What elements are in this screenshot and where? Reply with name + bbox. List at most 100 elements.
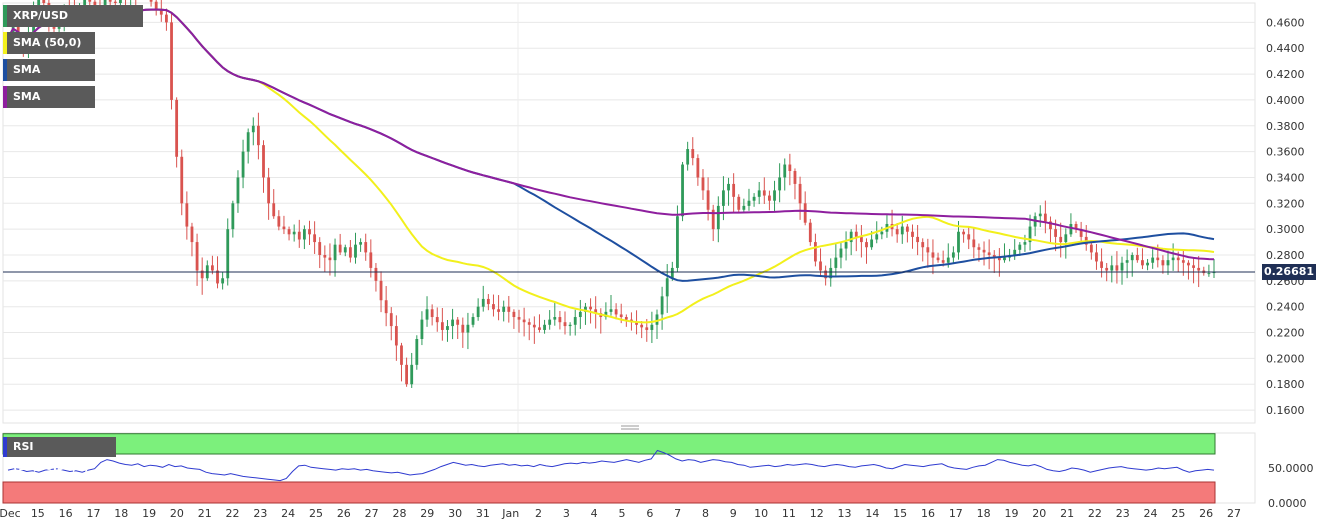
candle-body xyxy=(716,205,720,230)
candle-body xyxy=(165,14,168,23)
candle-body xyxy=(1120,262,1124,271)
date-axis: Dec 15 16 17 18 19 20 21 22 23 24 25 26 27 28 29 30 31 Jan… xyxy=(0,507,1241,520)
candle-body xyxy=(292,231,296,235)
candle-body xyxy=(1100,261,1103,268)
candle-body xyxy=(742,205,746,210)
x-tick-label: 10 xyxy=(754,507,768,520)
candle-body xyxy=(1176,257,1180,261)
candle-body xyxy=(1141,260,1144,266)
candle-body xyxy=(517,317,521,320)
candle-body xyxy=(425,309,429,320)
candle-body xyxy=(895,229,899,235)
y-tick-label: 0.3000 xyxy=(1266,223,1305,236)
candle-body xyxy=(538,327,541,330)
candle-body xyxy=(788,164,792,171)
candle-body xyxy=(584,306,587,312)
x-tick-label: 4 xyxy=(591,507,598,520)
candle-body xyxy=(849,231,853,243)
candle-body xyxy=(1187,262,1190,266)
candle-body xyxy=(737,196,741,210)
candle-body xyxy=(1064,234,1068,243)
x-tick-label: 19 xyxy=(142,507,156,520)
candle-body xyxy=(1059,236,1063,243)
candle-body xyxy=(543,324,546,330)
candle-body xyxy=(686,149,690,165)
candle-body xyxy=(440,322,444,330)
candle-body xyxy=(195,242,199,271)
x-tick-label: 21 xyxy=(1060,507,1074,520)
candle-body xyxy=(394,326,398,346)
candle-body xyxy=(829,267,833,279)
legend-symbol[interactable]: XRP/USD (BITFINEX) xyxy=(3,5,143,44)
sma-lines xyxy=(7,8,1215,324)
candle-body xyxy=(650,324,654,330)
candle-body xyxy=(982,249,986,253)
candle-body xyxy=(951,252,955,258)
candle-body xyxy=(119,0,122,3)
candle-body xyxy=(476,306,480,318)
legend-rsi-label: RSI (14,70,30,1) xyxy=(13,440,90,473)
candle-body xyxy=(967,234,971,240)
candle-body xyxy=(456,319,460,325)
candle-body xyxy=(1074,223,1078,230)
x-tick-label: 11 xyxy=(782,507,796,520)
legend-sma200-label: SMA (200,0) xyxy=(13,90,58,125)
candle-body xyxy=(619,314,623,318)
y-tick-label: 0.3200 xyxy=(1266,197,1305,210)
x-tick-label: 5 xyxy=(619,507,626,520)
legend-sma100[interactable]: SMA (100,0) xyxy=(3,59,95,98)
candle-body xyxy=(287,229,291,235)
x-tick-label: 22 xyxy=(1088,507,1102,520)
candle-body xyxy=(354,244,357,258)
candle-body xyxy=(972,239,976,248)
symbol-swatch xyxy=(3,5,7,27)
candle-body xyxy=(246,132,250,152)
rsi-oversold-zone xyxy=(2,481,1216,504)
candle-body xyxy=(681,164,684,217)
x-tick-label: 9 xyxy=(730,507,737,520)
candle-body xyxy=(757,190,761,197)
legend-rsi[interactable]: RSI (14,70,30,1) xyxy=(3,437,116,473)
candle-body xyxy=(527,322,531,325)
x-tick-label: 7 xyxy=(674,507,681,520)
candle-body xyxy=(1192,265,1195,268)
candle-body xyxy=(1095,252,1098,262)
candle-body xyxy=(1105,267,1109,271)
candle-body xyxy=(1171,257,1175,261)
candle-body xyxy=(1197,267,1201,271)
x-tick-label: 14 xyxy=(865,507,879,520)
candle-body xyxy=(747,200,751,206)
x-tick-label: 15 xyxy=(893,507,907,520)
candle-body xyxy=(236,177,240,204)
candle-body xyxy=(328,257,332,261)
candle-body xyxy=(180,156,184,204)
candle-body xyxy=(497,309,500,312)
sma200-line xyxy=(7,8,1215,261)
candle-body xyxy=(568,324,572,327)
candle-body xyxy=(1013,249,1017,255)
candle-body xyxy=(389,313,393,327)
candle-body xyxy=(987,252,991,255)
candle-body xyxy=(200,270,204,279)
panel-splitter-handle[interactable] xyxy=(621,425,639,430)
candle-body xyxy=(660,296,664,315)
candle-body xyxy=(711,209,715,230)
candle-body xyxy=(931,252,935,258)
candle-body xyxy=(251,125,255,133)
candle-body xyxy=(624,317,628,320)
candle-body xyxy=(768,195,771,201)
legend-sma200[interactable]: SMA (200,0) xyxy=(3,86,95,125)
candle-body xyxy=(272,203,276,217)
y-tick-label: 0.2000 xyxy=(1266,352,1305,365)
x-tick-label: 26 xyxy=(337,507,351,520)
legend-sma50[interactable]: SMA (50,0) xyxy=(3,32,95,54)
candle-body xyxy=(936,257,940,261)
candle-body xyxy=(732,183,736,197)
candle-body xyxy=(492,304,495,310)
candle-body xyxy=(977,247,981,250)
x-tick-label: 12 xyxy=(810,507,824,520)
x-tick-label: 2 xyxy=(535,507,542,520)
candle-body xyxy=(722,190,725,206)
candle-body xyxy=(1151,257,1155,263)
